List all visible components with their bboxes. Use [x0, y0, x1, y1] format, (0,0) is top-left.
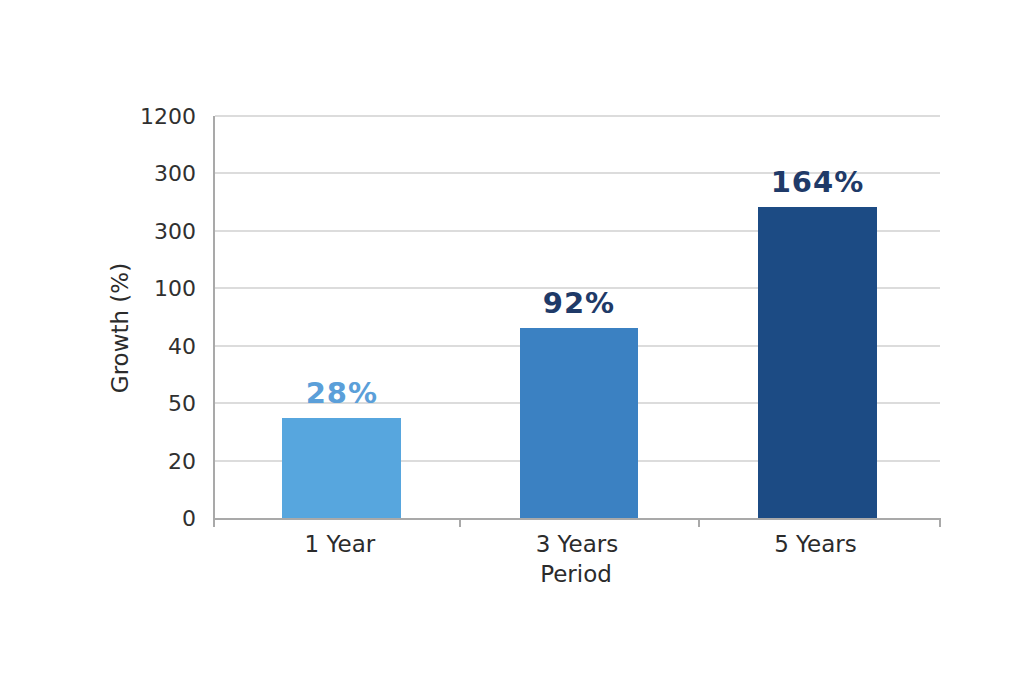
bar-value-label: 164% — [771, 165, 865, 199]
gridline — [215, 115, 940, 117]
y-axis-tick-labels: 12003003001004050200 — [90, 116, 196, 518]
x-axis-title: Period — [540, 561, 612, 587]
x-tick-label: 3 Years — [536, 531, 619, 557]
y-tick-label: 100 — [154, 276, 196, 301]
bar-5-years — [758, 207, 877, 518]
x-axis-tick-labels: 1 Year 3 Years 5 Years — [213, 531, 938, 561]
x-axis-boundary-tick — [939, 518, 941, 527]
y-tick-label: 300 — [154, 161, 196, 186]
plot-area: 28% 92% 164% — [213, 116, 940, 520]
bar-value-label: 92% — [543, 286, 615, 320]
y-tick-label: 0 — [182, 506, 196, 531]
growth-bar-chart: Growth (%) 12003003001004050200 28%92%16… — [0, 0, 1024, 683]
y-tick-label: 300 — [154, 218, 196, 243]
bar-1-year — [282, 418, 401, 518]
bar-3-years — [520, 328, 639, 518]
x-axis-boundary-tick — [459, 518, 461, 527]
bar-value-label: 28% — [306, 376, 378, 410]
x-axis-boundary-tick — [698, 518, 700, 527]
y-axis-end-tick — [213, 518, 215, 527]
x-tick-label: 5 Years — [774, 531, 857, 557]
y-tick-label: 20 — [168, 448, 196, 473]
x-tick-label: 1 Year — [305, 531, 376, 557]
y-tick-label: 50 — [168, 391, 196, 416]
y-tick-label: 1200 — [140, 104, 196, 129]
y-tick-label: 40 — [168, 333, 196, 358]
